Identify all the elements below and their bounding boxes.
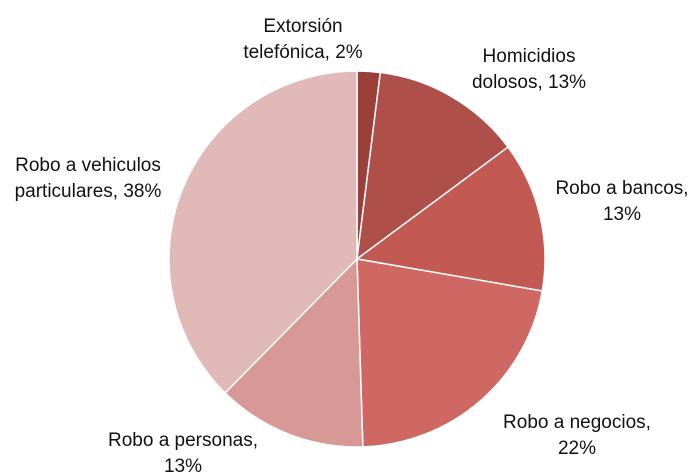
label-robo-a-negocios: Robo a negocios, 22% [503, 412, 651, 459]
label-line: dolosos, 13% [472, 72, 586, 93]
slice-homicidios [356, 71, 510, 261]
label-line: Extorsión [263, 16, 342, 37]
label-line: Robo a negocios, [503, 412, 651, 433]
label-robo-a-bancos: Robo a bancos, 13% [555, 178, 688, 225]
label-robo-a-vehiculos: Robo a vehiculos particulares, 38% [15, 155, 162, 202]
label-line: 13% [603, 204, 641, 225]
slice-robo-a-personas [224, 257, 364, 448]
label-line: 22% [558, 438, 596, 459]
slice-robo-a-vehiculos [168, 70, 358, 395]
label-line: Homicidios [483, 46, 576, 67]
label-line: Robo a bancos, [555, 178, 688, 199]
label-homicidios: Homicidios dolosos, 13% [472, 46, 586, 93]
pie-labels: Extorsión telefónica, 2% Homicidios dolosos… [15, 16, 689, 474]
slice-robo-a-negocios [356, 258, 544, 448]
label-line: Robo a personas, [108, 430, 258, 451]
label-line: Robo a vehiculos [15, 155, 161, 176]
label-extorsion: Extorsión telefónica, 2% [243, 16, 362, 63]
slice-robo-a-bancos [355, 146, 546, 292]
label-robo-a-personas: Robo a personas, 13% [108, 430, 258, 474]
pie-slices [168, 70, 546, 448]
label-line: telefónica, 2% [243, 42, 362, 63]
label-line: particulares, 38% [15, 181, 162, 202]
label-line: 13% [164, 456, 202, 474]
